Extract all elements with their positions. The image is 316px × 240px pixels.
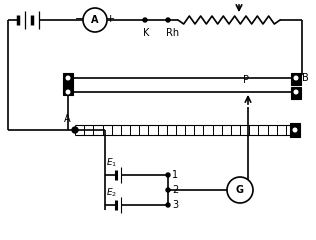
Text: $E_1$: $E_1$ [106,156,118,169]
Text: A: A [64,114,70,124]
Text: G: G [236,185,244,195]
Text: −: − [75,14,85,24]
Circle shape [143,18,147,22]
Bar [290,123,300,137]
Circle shape [65,76,70,80]
Text: $E_2$: $E_2$ [106,186,118,199]
Circle shape [294,76,299,80]
Text: +: + [105,14,115,24]
Text: B: B [302,73,309,83]
Circle shape [166,188,170,192]
Text: 2: 2 [172,185,178,195]
Circle shape [166,203,170,207]
Text: Rh: Rh [166,28,179,38]
Circle shape [294,90,299,95]
Circle shape [72,127,78,133]
Text: A: A [91,15,99,25]
Circle shape [166,18,170,22]
Circle shape [83,8,107,32]
Text: 3: 3 [172,200,178,210]
Text: P: P [243,75,249,85]
Text: K: K [143,28,149,38]
Bar [291,73,301,85]
Bar [291,87,301,99]
Circle shape [293,127,297,132]
Text: 1: 1 [172,170,178,180]
Circle shape [166,173,170,177]
Bar [63,73,73,95]
Circle shape [65,90,70,95]
Circle shape [227,177,253,203]
